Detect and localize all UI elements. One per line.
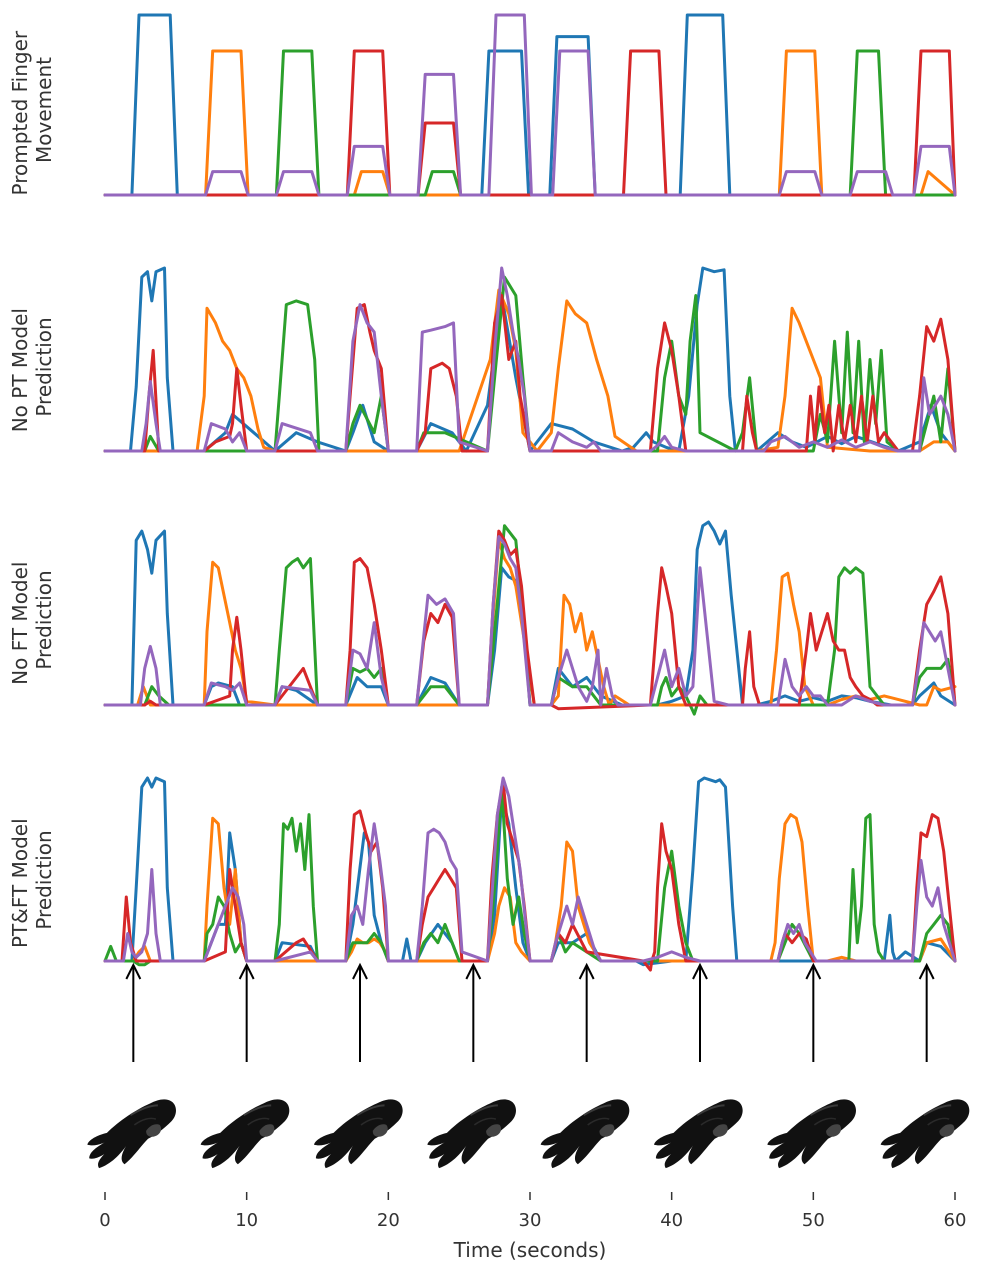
black-glove-hand-icon-4 — [539, 1098, 631, 1170]
arrow-head-icon-5 — [692, 962, 708, 980]
panel-prompted: Prompted Finger Movement — [8, 13, 957, 197]
x-tick-label-6: 60 — [944, 1210, 967, 1231]
series-line-prompted-4 — [103, 13, 957, 197]
series-line-no-pt-4 — [103, 266, 957, 453]
x-tick-label-0: 0 — [99, 1210, 110, 1231]
arrow-head-icon-7 — [918, 962, 935, 980]
panel-no-ft: No FT Model Prediction — [8, 520, 957, 716]
arrow-head-icon-2 — [352, 962, 368, 980]
x-axis: 0 10 20 30 40 50 60 Time (seconds) — [99, 1192, 966, 1262]
series-line-pt-ft-0 — [103, 776, 957, 967]
ylabel-pt-ft-line2: Prediction — [32, 830, 56, 929]
black-glove-hand-icon-0 — [86, 1098, 177, 1170]
series-line-prompted-2 — [103, 49, 957, 197]
ylabel-prompted: Prompted Finger Movement — [8, 25, 56, 196]
black-glove-hand-icon-5 — [652, 1098, 744, 1170]
series-line-no-pt-2 — [103, 275, 957, 453]
series-line-no-ft-4 — [103, 535, 957, 707]
arrow-head-icon-0 — [125, 962, 142, 980]
hand-pose-images — [86, 1098, 971, 1170]
arrow-head-icon-1 — [238, 962, 255, 980]
series-line-pt-ft-2 — [103, 785, 957, 967]
x-ticks: 0 10 20 30 40 50 60 — [99, 1192, 966, 1231]
ylabel-pt-ft: PT&FT Model Prediction — [8, 812, 56, 948]
series-line-no-ft-3 — [103, 529, 957, 711]
ylabel-pt-ft-line1: PT&FT Model — [8, 818, 32, 948]
arrow-head-icon-3 — [465, 962, 482, 980]
x-tick-label-4: 40 — [660, 1210, 683, 1231]
ylabel-prompted-line2: Movement — [32, 57, 56, 163]
ylabel-no-pt-line2: Prediction — [32, 317, 56, 416]
black-glove-hand-icon-1 — [199, 1098, 291, 1170]
x-tick-label-5: 50 — [802, 1210, 825, 1231]
ylabel-prompted-line1: Prompted Finger — [8, 30, 32, 195]
black-glove-hand-icon-6 — [766, 1098, 857, 1170]
ylabel-no-pt: No PT Model Prediction — [8, 302, 56, 433]
x-tick-label-2: 20 — [377, 1210, 400, 1231]
ylabel-no-pt-line1: No PT Model — [8, 308, 32, 432]
x-tick-label-3: 30 — [519, 1210, 542, 1231]
x-tick-label-1: 10 — [235, 1210, 258, 1231]
ylabel-no-ft: No FT Model Prediction — [8, 555, 56, 685]
x-axis-label: Time (seconds) — [453, 1238, 607, 1262]
arrow-head-icon-6 — [805, 962, 822, 980]
black-glove-hand-icon-7 — [879, 1098, 971, 1170]
panel-pt-ft: PT&FT Model Prediction — [8, 776, 957, 972]
series-line-pt-ft-4 — [103, 776, 957, 963]
black-glove-hand-icon-2 — [312, 1098, 404, 1170]
black-glove-hand-icon-3 — [426, 1098, 517, 1170]
arrow-markers — [125, 962, 935, 1062]
ylabel-no-ft-line2: Prediction — [32, 570, 56, 669]
panel-no-pt-lines — [103, 266, 957, 453]
ylabel-no-ft-line1: No FT Model — [8, 562, 32, 685]
panel-no-ft-lines — [103, 520, 957, 716]
panel-no-pt: No PT Model Prediction — [8, 266, 957, 453]
panel-pt-ft-lines — [103, 776, 957, 972]
arrow-head-icon-4 — [578, 962, 595, 980]
panel-prompted-lines — [103, 13, 957, 197]
